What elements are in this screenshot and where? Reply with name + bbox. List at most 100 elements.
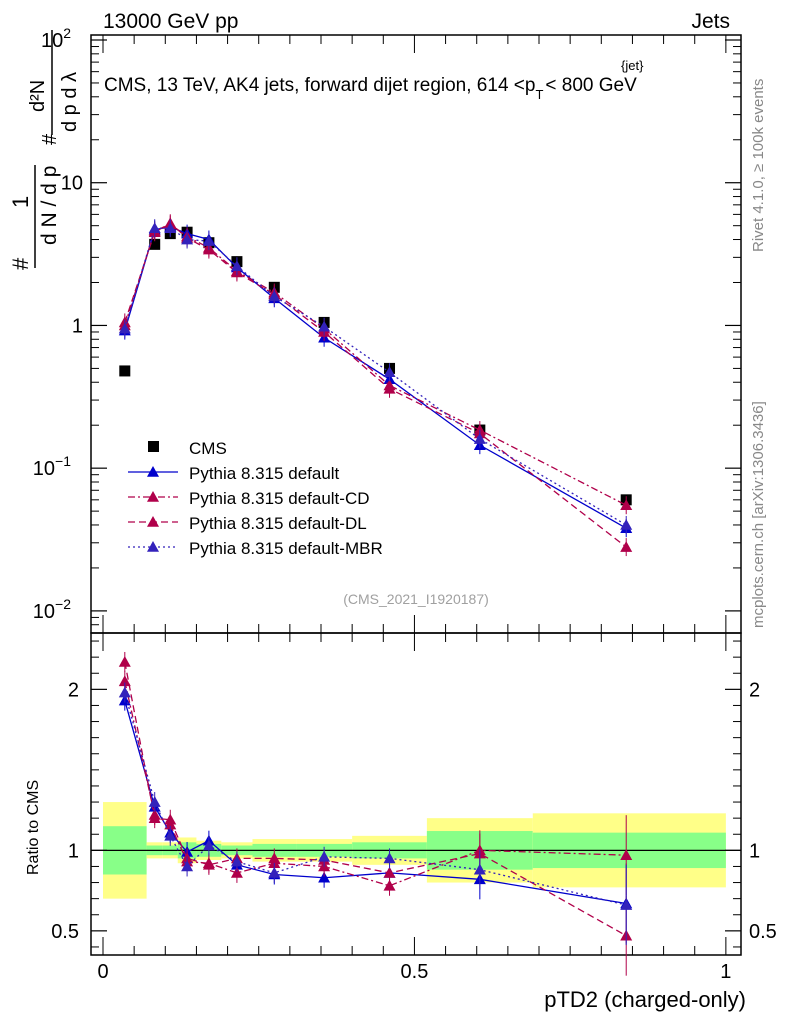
plot-title-sub: T [535,87,543,102]
mc-data-point [148,222,161,234]
mc-data-point [318,320,331,332]
main-y-tick-label-base: 10 [61,173,83,195]
ratio-data-point [164,813,177,825]
mc-data-point [620,518,633,530]
main-y-tick-label-base: 10 [33,601,55,623]
legend-marker-triangle [147,491,159,502]
main-y-tick-label-exponent: −1 [55,453,71,469]
main-y-tick-label-exponent: −2 [55,596,71,612]
x-tick-label: 1 [720,961,731,983]
rivet-label: Rivet 4.1.0, ≥ 100k events [750,79,767,252]
legend-label: Pythia 8.315 default-CD [189,489,370,508]
x-tick-label: 0.5 [401,961,429,983]
legend-marker-triangle [147,516,159,527]
mc-data-point [620,541,633,552]
main-ylabel: # 1 d N / d p # d²N d p d λ [8,30,81,270]
mc-data-point [230,260,243,272]
mc-data-point [268,290,281,302]
ratio-data-point [620,899,633,910]
legend: CMS Pythia 8.315 default Pythia 8.315 defa… [128,439,383,558]
main-y-tick-label: 102 [41,25,71,52]
cms-data-point [119,365,131,377]
mc-data-point [383,382,396,394]
legend-marker-square [148,441,159,452]
ratio-data-point [230,866,243,878]
mc-data-point [620,499,633,511]
ratio-data-point [383,879,396,891]
ratio-ylabel: Ratio to CMS [25,780,42,875]
mc-data-point [181,233,194,245]
main-y-tick-label-base: 10 [41,30,63,52]
x-axis: 0 0.5 1 [97,35,731,983]
ratio-y-tick-label-right: 1 [749,840,760,862]
main-series-line [124,222,627,548]
plot-title: CMS, 13 TeV, AK4 jets, forward dijet reg… [104,75,637,102]
main-y-tick-label: 10 [61,173,83,195]
x-axis-label: pTD2 (charged-only) [544,987,746,1012]
ratio-data-point [473,863,486,875]
ratio-data-point [148,796,161,807]
main-y-tick-label-exponent: 2 [63,25,71,41]
ratio-data-point [148,812,161,823]
main-ylabel-den: d N / d p [38,166,61,245]
main-ylabel-one: 1 [8,196,33,208]
ratio-plot-frame [90,632,742,956]
plot-title-suffix: < 800 GeV [545,75,637,96]
ratio-data-point [268,852,281,864]
ratio-series-line [124,692,627,906]
ratio-y-tick-label: 1 [68,840,79,862]
legend-label: Pythia 8.315 default-DL [189,514,367,533]
ratio-data-point [181,860,194,872]
ratio-data-point [118,686,131,698]
legend-label: Pythia 8.315 default-MBR [189,539,383,558]
ratio-y-axis: 0.5 0.5 1 1 2 2 [51,640,777,948]
plot-title-sup: {jet} [621,58,644,73]
ratio-y-tick-label: 0.5 [51,921,79,943]
ratio-data-point [383,866,396,878]
ratio-series-line [124,661,627,937]
main-ylabel-num: d²N [27,80,49,112]
x-tick-label: 0 [97,961,108,983]
main-ylabel-den-2: d p d λ [59,72,81,132]
mc-data-point [383,366,396,378]
main-y-tick-label-base: 1 [72,315,83,337]
main-ylabel-hash-left: # [8,257,33,270]
ratio-y-tick-label-right: 0.5 [749,921,777,943]
ratio-y-tick-label-right: 2 [749,679,760,701]
cms-data-point [149,238,161,250]
analysis-watermark: (CMS_2021_I1920187) [343,591,489,607]
ratio-data-point [620,849,633,860]
mc-data-point [118,322,131,334]
main-ylabel-hash-right: # [39,133,61,145]
ratio-data-point [268,866,281,878]
ratio-data-point [202,839,215,851]
mcplots-label: mcplots.cern.ch [arXiv:1306.3436] [750,401,767,628]
legend-marker-triangle [147,541,159,552]
main-y-tick-label-base: 10 [33,458,55,480]
ratio-data-point [318,850,331,862]
mc-data-point [202,235,215,246]
main-y-tick-label: 1 [72,315,83,337]
ratio-data-point [202,858,215,870]
ratio-series-line [124,681,627,887]
ratio-data-point [164,829,177,841]
ratio-data-point [318,871,331,883]
mc-data-point [164,222,177,234]
main-y-tick-label: 10−1 [33,453,71,480]
ratio-y-tick-label: 2 [68,679,79,701]
main-series-group [118,214,633,557]
legend-label: Pythia 8.315 default [189,464,340,483]
header-left: 13000 GeV pp [103,10,238,33]
legend-label: CMS [189,439,227,458]
main-y-tick-label: 10−2 [33,596,71,623]
mc-data-point [473,433,486,444]
ratio-data-point [118,675,131,687]
legend-marker-triangle [147,466,159,477]
ratio-data-point [230,855,243,867]
ratio-series-group [118,651,633,976]
ratio-data-point [118,655,131,667]
ratio-data-point [383,852,396,864]
